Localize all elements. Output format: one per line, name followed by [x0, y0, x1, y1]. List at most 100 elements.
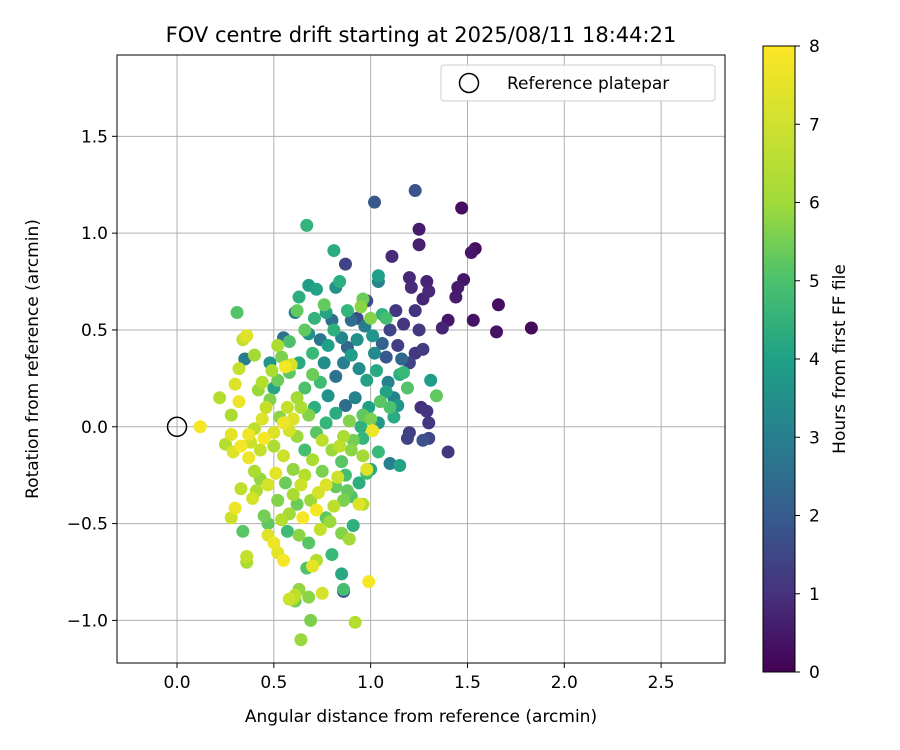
data-point — [342, 532, 356, 546]
data-point — [391, 338, 405, 352]
data-point — [315, 586, 329, 600]
data-point — [228, 501, 242, 515]
data-point — [232, 395, 246, 409]
y-axis-ticks: −1.0 −0.5 0.0 0.5 1.0 1.5 — [67, 127, 117, 631]
colorbar-tick-label: 1 — [809, 585, 820, 605]
data-point — [193, 420, 207, 434]
data-point — [292, 528, 306, 542]
data-point — [348, 391, 362, 405]
colorbar-tick-label: 8 — [809, 37, 820, 57]
chart-title: FOV centre drift starting at 2025/08/11 … — [166, 23, 677, 47]
y-tick-label: 1.5 — [81, 127, 108, 147]
data-point — [422, 416, 436, 430]
data-point — [292, 290, 306, 304]
data-point — [397, 366, 411, 380]
data-point — [269, 466, 283, 480]
data-point — [404, 280, 418, 294]
data-point — [255, 412, 269, 426]
data-point — [333, 439, 347, 453]
colorbar-tick-label: 4 — [809, 350, 820, 370]
data-point — [393, 458, 407, 472]
data-point — [329, 406, 343, 420]
data-point — [344, 348, 358, 362]
data-point — [331, 470, 345, 484]
data-point — [228, 377, 242, 391]
data-point — [455, 201, 469, 215]
data-point — [290, 304, 304, 318]
legend-label: Reference platepar — [507, 74, 669, 94]
colorbar-ticks: 0 1 2 3 4 5 6 7 8 — [795, 37, 820, 683]
data-point — [298, 381, 312, 395]
data-point — [420, 275, 434, 289]
data-point — [323, 515, 337, 529]
data-point — [366, 424, 380, 438]
colorbar-label: Hours from first FF file — [830, 264, 850, 454]
data-point — [294, 633, 308, 647]
colorbar-tick-label: 2 — [809, 507, 820, 527]
data-point — [412, 222, 426, 236]
y-tick-label: −1.0 — [67, 611, 108, 631]
data-point — [449, 290, 463, 304]
data-point — [352, 476, 366, 490]
data-point — [356, 449, 370, 463]
data-point — [213, 391, 227, 405]
data-point — [381, 375, 395, 389]
x-axis-label: Angular distance from reference (arcmin) — [245, 707, 597, 727]
data-point — [352, 497, 366, 511]
data-point — [356, 431, 370, 445]
data-point — [397, 317, 411, 331]
reference-marker — [166, 416, 188, 438]
data-point — [422, 284, 436, 298]
data-point — [466, 313, 480, 327]
y-axis-label: Rotation from reference (arcmin) — [23, 219, 43, 499]
data-point — [342, 414, 356, 428]
data-point — [337, 493, 351, 507]
data-point — [277, 553, 291, 567]
data-point — [424, 373, 438, 387]
colorbar-tick-label: 3 — [809, 428, 820, 448]
data-point — [325, 548, 339, 562]
x-axis-ticks: 0.0 0.5 1.0 1.5 2.0 2.5 — [164, 663, 675, 693]
data-point — [335, 567, 349, 581]
data-point — [306, 453, 320, 467]
data-point — [375, 337, 389, 351]
data-point — [383, 457, 397, 471]
data-point — [317, 298, 331, 312]
data-point — [257, 431, 271, 445]
plot-frame — [116, 54, 726, 664]
data-point — [412, 323, 426, 337]
data-point — [368, 346, 382, 360]
data-point — [329, 369, 343, 383]
data-point — [278, 476, 292, 490]
data-point — [350, 333, 364, 347]
y-tick-label: 1.0 — [81, 224, 108, 244]
data-point — [329, 480, 343, 494]
data-point — [271, 493, 285, 507]
data-point — [524, 321, 538, 335]
data-point — [296, 511, 310, 525]
data-point — [280, 400, 294, 414]
data-point — [298, 443, 312, 457]
data-point — [327, 499, 341, 513]
data-point — [383, 400, 397, 414]
data-point — [242, 428, 256, 442]
colorbar-tick-label: 0 — [809, 663, 820, 683]
data-point — [402, 271, 416, 285]
data-point — [306, 346, 320, 360]
y-tick-label: 0.5 — [81, 321, 108, 341]
data-points — [193, 184, 538, 647]
colorbar-tick-label: 6 — [809, 194, 820, 214]
data-point — [327, 244, 341, 258]
data-point — [309, 282, 323, 296]
data-point — [319, 478, 333, 492]
data-point — [333, 275, 347, 289]
data-point — [298, 323, 312, 337]
data-point — [364, 311, 378, 325]
data-point — [327, 323, 341, 337]
data-point — [304, 613, 318, 627]
data-point — [490, 325, 504, 339]
data-point — [282, 592, 296, 606]
data-point — [441, 445, 455, 459]
data-point — [344, 443, 358, 457]
